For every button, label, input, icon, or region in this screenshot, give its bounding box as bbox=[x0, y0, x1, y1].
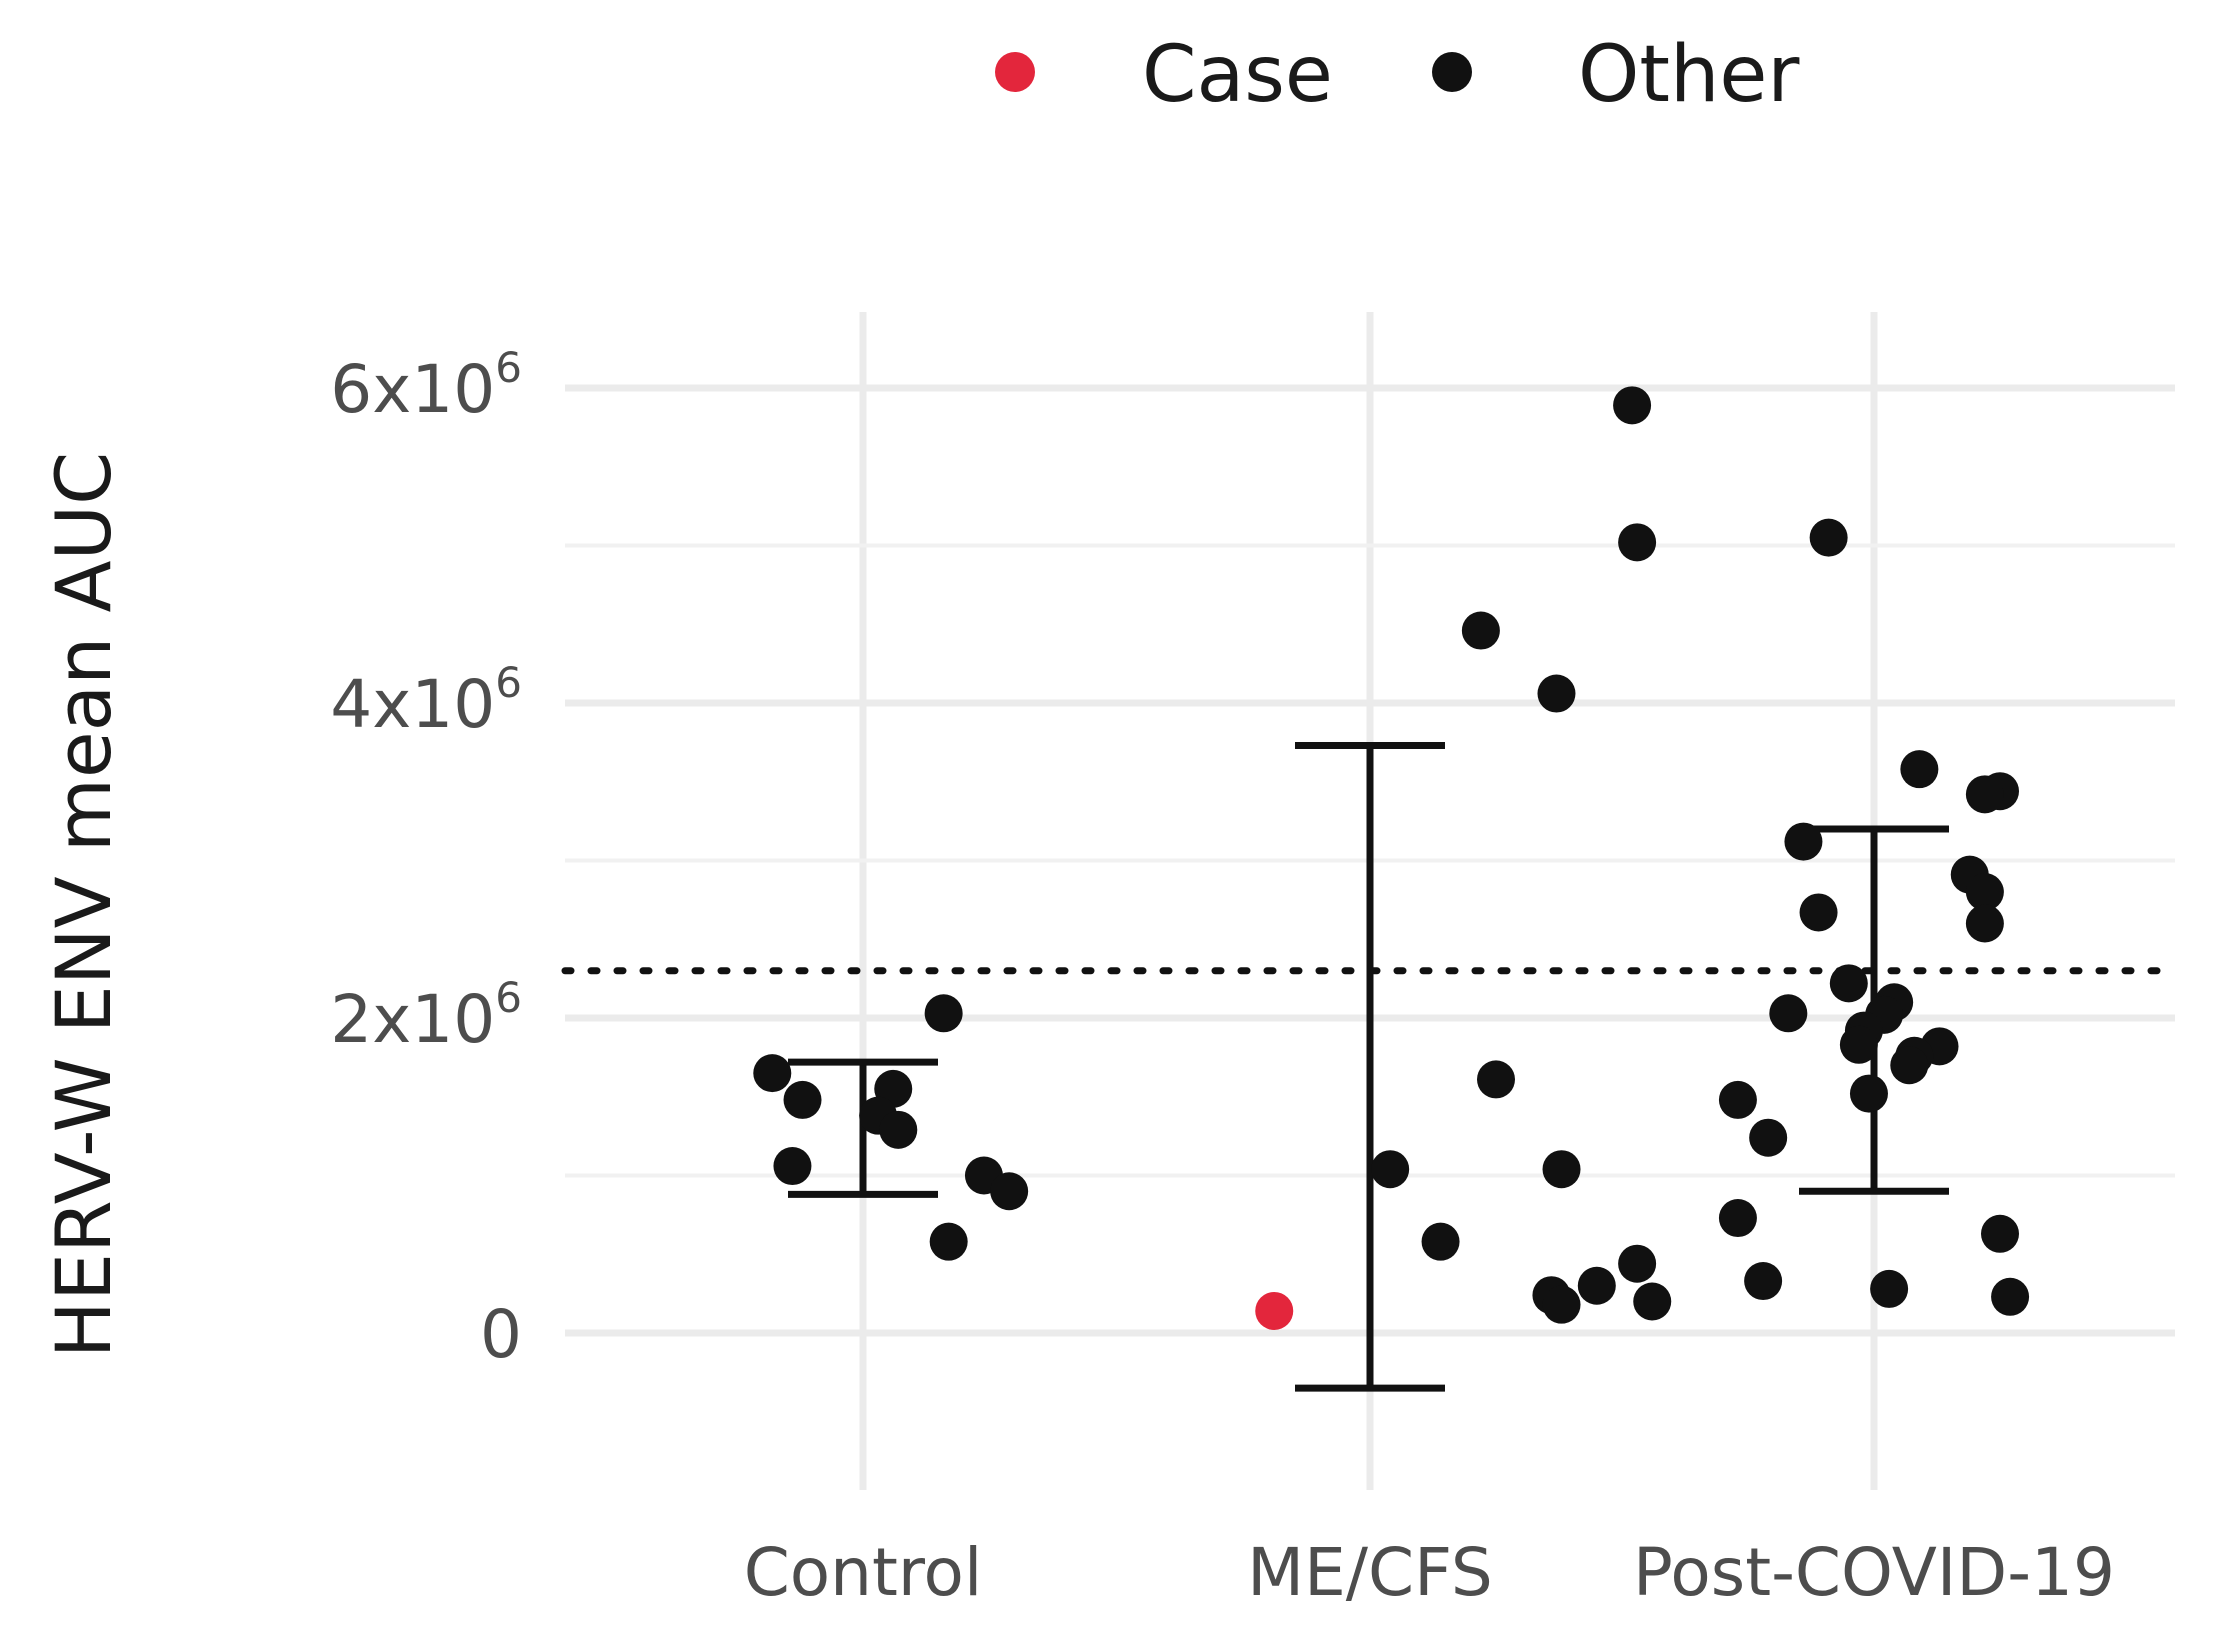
data-point-14 bbox=[1477, 1060, 1515, 1099]
data-point-8 bbox=[929, 1222, 968, 1261]
legend-case-marker bbox=[995, 52, 1035, 92]
legend-case-label: Case bbox=[1142, 30, 1333, 120]
data-point-21 bbox=[1542, 1285, 1581, 1324]
data-point-42 bbox=[1718, 1080, 1757, 1119]
data-point-45 bbox=[1718, 1199, 1757, 1238]
error-bar-1 bbox=[1295, 742, 1445, 1392]
data-point-47 bbox=[1744, 1262, 1783, 1301]
data-point-48 bbox=[1870, 1269, 1909, 1308]
y-axis-ticks: 0 2x106 4x106 6x106 bbox=[330, 343, 522, 1373]
x-tick-label-0: Control bbox=[744, 1534, 983, 1611]
x-tick-label-2: Post-COVID-19 bbox=[1633, 1534, 2115, 1611]
data-point-9 bbox=[924, 994, 963, 1033]
data-point-49 bbox=[1991, 1277, 2030, 1316]
data-point-31 bbox=[1799, 893, 1838, 932]
data-point-22 bbox=[1633, 1282, 1672, 1321]
data-point-24 bbox=[1809, 518, 1848, 557]
data-points bbox=[753, 386, 2030, 1330]
error-bar-0 bbox=[788, 1058, 938, 1198]
data-point-13 bbox=[1537, 674, 1576, 713]
error-bars bbox=[788, 742, 1949, 1392]
data-point-46 bbox=[1981, 1214, 2019, 1253]
data-point-27 bbox=[1965, 775, 2004, 814]
legend-other-label: Other bbox=[1578, 30, 1800, 120]
data-point-30 bbox=[1965, 873, 2004, 911]
data-point-33 bbox=[1829, 964, 1868, 1003]
data-point-15 bbox=[1371, 1150, 1410, 1189]
data-point-1 bbox=[783, 1080, 822, 1119]
data-point-35 bbox=[1769, 994, 1808, 1033]
data-point-32 bbox=[1965, 904, 2004, 943]
data-point-38 bbox=[1839, 1025, 1878, 1064]
data-point-4 bbox=[879, 1110, 918, 1149]
y-tick-label-3: 6x106 bbox=[330, 343, 522, 428]
data-point-16 bbox=[1542, 1150, 1581, 1189]
x-axis-ticks: Control ME/CFS Post-COVID-19 bbox=[744, 1534, 2115, 1611]
data-point-10 bbox=[1613, 386, 1652, 425]
data-point-41 bbox=[1890, 1046, 1929, 1085]
case-point-23 bbox=[1255, 1291, 1294, 1330]
data-point-43 bbox=[1849, 1074, 1888, 1113]
data-point-11 bbox=[1618, 523, 1657, 562]
data-point-12 bbox=[1461, 611, 1500, 650]
data-point-25 bbox=[1900, 750, 1939, 789]
data-point-5 bbox=[773, 1147, 812, 1186]
data-point-18 bbox=[1618, 1244, 1657, 1283]
data-point-28 bbox=[1784, 822, 1823, 861]
data-point-44 bbox=[1749, 1118, 1788, 1157]
data-point-19 bbox=[1577, 1266, 1616, 1305]
y-axis-title: HERV-W ENV mean AUC bbox=[39, 452, 128, 1358]
y-tick-label-1: 2x106 bbox=[330, 973, 522, 1058]
y-tick-label-2: 4x106 bbox=[330, 658, 522, 743]
y-tick-label-0: 0 bbox=[480, 1296, 522, 1373]
data-point-7 bbox=[990, 1172, 1029, 1211]
legend-other-marker bbox=[1432, 52, 1472, 92]
legend: Case Other bbox=[995, 30, 1800, 120]
x-tick-label-1: ME/CFS bbox=[1247, 1534, 1493, 1611]
data-point-17 bbox=[1421, 1222, 1460, 1261]
data-point-0 bbox=[753, 1054, 792, 1093]
